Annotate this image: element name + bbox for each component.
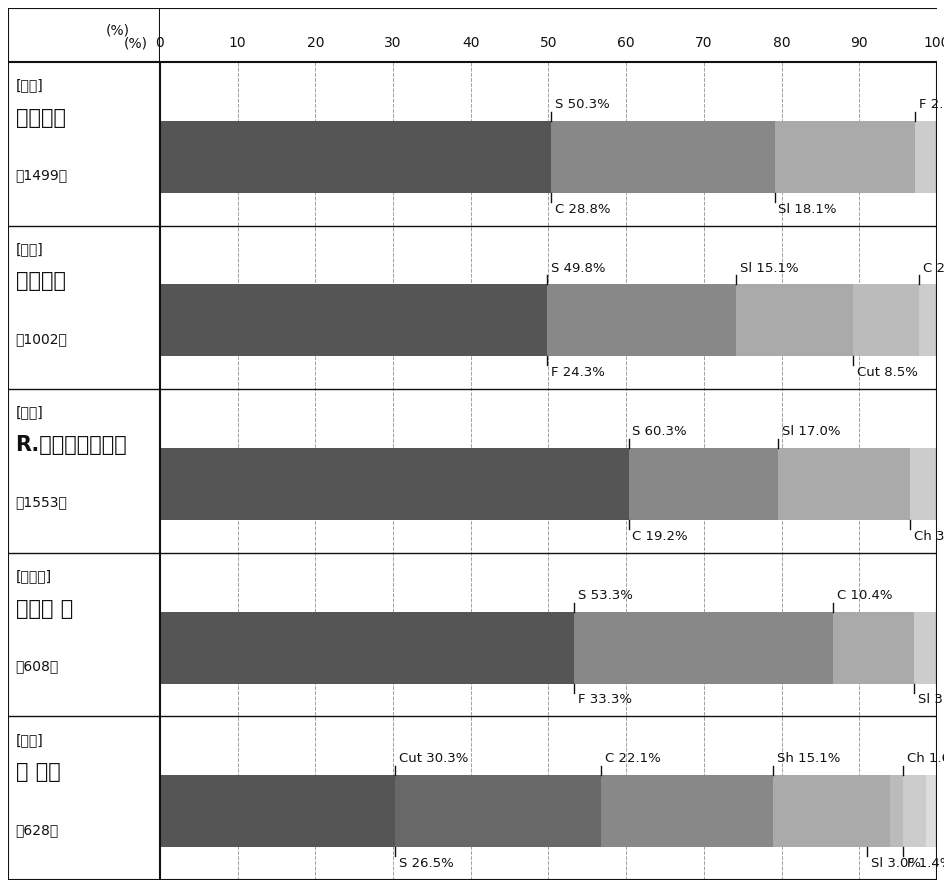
Text: 0: 0 <box>156 36 164 50</box>
Bar <box>160 612 574 684</box>
Text: [中継ぎ]: [中継ぎ] <box>16 569 52 583</box>
Bar <box>547 284 735 356</box>
Text: 20: 20 <box>306 36 324 50</box>
Bar <box>160 121 550 193</box>
Text: F 33.3%: F 33.3% <box>578 694 632 707</box>
Text: R.バンデンハーク: R.バンデンハーク <box>16 435 127 455</box>
Bar <box>909 448 936 520</box>
Text: 全628球: 全628球 <box>16 823 59 836</box>
Text: S 49.8%: S 49.8% <box>550 262 605 274</box>
Text: [先発]: [先発] <box>16 78 43 92</box>
Text: C 19.2%: C 19.2% <box>632 530 687 543</box>
Text: 全608球: 全608球 <box>16 659 59 673</box>
Text: C 2.3%: C 2.3% <box>922 262 944 274</box>
Text: C 22.1%: C 22.1% <box>604 752 660 765</box>
Text: 90: 90 <box>850 36 868 50</box>
Bar <box>913 612 936 684</box>
Bar <box>925 775 936 847</box>
Text: 80: 80 <box>772 36 789 50</box>
Text: 全1499球: 全1499球 <box>16 169 68 182</box>
Text: [先発]: [先発] <box>16 242 43 256</box>
Bar <box>600 775 772 847</box>
Text: [抑え]: [抑え] <box>16 733 43 747</box>
Bar <box>772 775 889 847</box>
Text: Ch 1.6%: Ch 1.6% <box>905 752 944 765</box>
Bar <box>889 775 902 847</box>
Text: S 53.3%: S 53.3% <box>578 589 632 602</box>
Text: 40: 40 <box>462 36 479 50</box>
Bar <box>852 284 919 356</box>
Bar <box>902 775 925 847</box>
Text: S 50.3%: S 50.3% <box>554 98 609 111</box>
Text: F 1.4%: F 1.4% <box>905 857 944 870</box>
Text: 全1553球: 全1553球 <box>16 496 67 510</box>
Text: Sl 15.1%: Sl 15.1% <box>739 262 798 274</box>
Text: 10: 10 <box>228 36 246 50</box>
Bar <box>735 284 852 356</box>
Bar <box>574 612 832 684</box>
Text: Sl 18.1%: Sl 18.1% <box>778 202 836 216</box>
Text: Sl 17.0%: Sl 17.0% <box>781 425 839 439</box>
Text: Sh 15.1%: Sh 15.1% <box>776 752 839 765</box>
Bar <box>774 121 915 193</box>
Text: 石川柊太: 石川柊太 <box>16 107 65 128</box>
Text: 全1002球: 全1002球 <box>16 332 67 346</box>
Text: Ch 3.5%: Ch 3.5% <box>913 530 944 543</box>
Text: 森 唯斗: 森 唯斗 <box>16 762 60 782</box>
Text: Sl 3.0%: Sl 3.0% <box>917 694 944 707</box>
Bar <box>160 284 547 356</box>
Text: C 10.4%: C 10.4% <box>835 589 891 602</box>
Text: 30: 30 <box>384 36 401 50</box>
Text: C 28.8%: C 28.8% <box>554 202 610 216</box>
Text: Sl 3.0%: Sl 3.0% <box>870 857 920 870</box>
Bar <box>919 284 936 356</box>
Text: (%): (%) <box>124 36 147 50</box>
Text: Cut 30.3%: Cut 30.3% <box>399 752 468 765</box>
Text: 加治屋 蓮: 加治屋 蓮 <box>16 599 73 619</box>
Text: (%): (%) <box>106 24 130 38</box>
Bar <box>160 448 628 520</box>
Text: S 26.5%: S 26.5% <box>399 857 453 870</box>
Text: 100: 100 <box>923 36 944 50</box>
Bar <box>915 121 936 193</box>
Text: F 24.3%: F 24.3% <box>550 366 604 379</box>
Text: S 60.3%: S 60.3% <box>632 425 686 439</box>
Bar <box>395 775 600 847</box>
Bar <box>550 121 774 193</box>
Text: Cut 8.5%: Cut 8.5% <box>856 366 917 379</box>
Text: 60: 60 <box>616 36 634 50</box>
Text: 70: 70 <box>695 36 712 50</box>
Text: F 2.8%: F 2.8% <box>919 98 944 111</box>
Text: [先発]: [先発] <box>16 406 43 419</box>
Bar <box>628 448 777 520</box>
Bar <box>160 775 395 847</box>
Bar <box>777 448 909 520</box>
Text: 50: 50 <box>539 36 557 50</box>
Bar <box>832 612 913 684</box>
Text: 千賀滉大: 千賀滉大 <box>16 272 65 291</box>
